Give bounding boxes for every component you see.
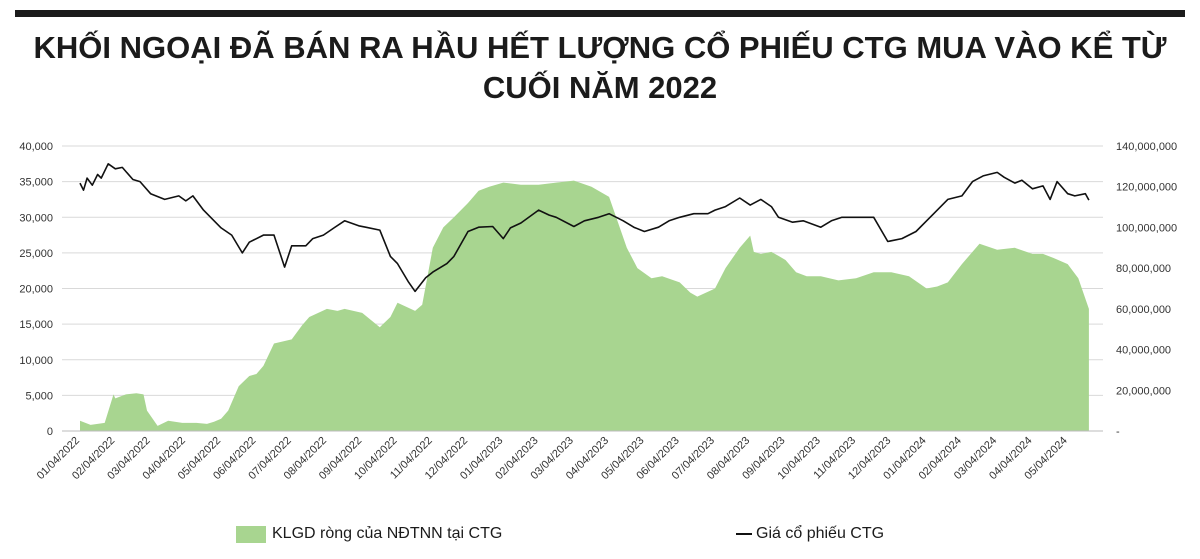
legend-area-swatch [236, 525, 266, 543]
y-left-tick-label: 15,000 [19, 319, 53, 331]
top-rule [15, 10, 1185, 17]
y-left-tick-label: 20,000 [19, 284, 53, 296]
y-right-tick-label: 40,000,000 [1116, 345, 1171, 357]
y-right-tick-label: 20,000,000 [1116, 385, 1171, 397]
y-right-tick-label: 80,000,000 [1116, 263, 1171, 275]
chart-title: KHỐI NGOẠI ĐÃ BÁN RA HẦU HẾT LƯỢNG CỔ PH… [33, 30, 1167, 105]
y-right-tick-label: 100,000,000 [1116, 222, 1177, 234]
legend-area-label: KLGD ròng của NĐTNN tại CTG [272, 525, 503, 542]
y-right-tick-label: 120,000,000 [1116, 182, 1177, 194]
y-left-tick-label: 10,000 [19, 355, 53, 367]
legend-area-item: KLGD ròng của NĐTNN tại CTG [236, 525, 502, 543]
legend-line-item: Giá cổ phiếu CTG [736, 525, 884, 543]
legend-line-swatch [736, 533, 752, 535]
y-right-tick-label: 60,000,000 [1116, 304, 1171, 316]
y-left-tick-label: 25,000 [19, 248, 53, 260]
y-left-tick-label: 35,000 [19, 177, 53, 189]
y-right-tick-label: - [1116, 426, 1120, 438]
series-line-price [79, 163, 1090, 293]
y-left-tick-label: 40,000 [19, 141, 53, 153]
y-right-tick-label: 140,000,000 [1116, 141, 1177, 153]
y-left-tick-label: 5,000 [25, 390, 53, 402]
y-left-tick-label: 30,000 [19, 212, 53, 224]
legend-line-label: Giá cổ phiếu CTG [756, 525, 885, 542]
series-area-klgd [80, 180, 1089, 431]
y-left-tick-label: 0 [47, 426, 53, 438]
